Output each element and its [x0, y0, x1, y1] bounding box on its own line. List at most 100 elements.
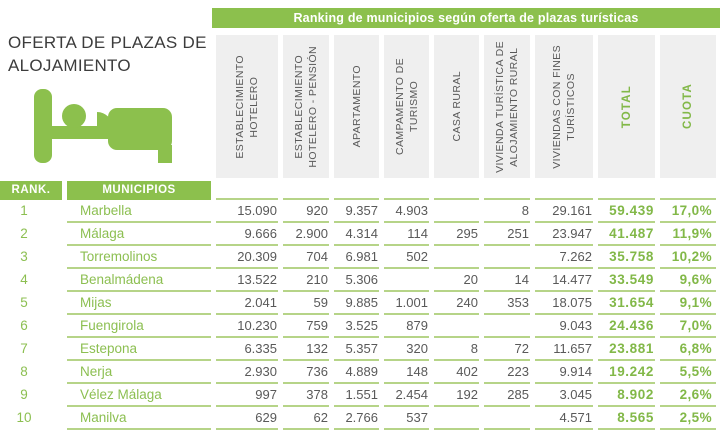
value-cell: 502 — [384, 246, 429, 269]
value-cell: 285 — [484, 384, 530, 407]
municipality-cell: Marbella — [67, 200, 211, 223]
value-cell: 72 — [484, 338, 530, 361]
column-header-label: TOTAL — [620, 84, 633, 129]
value-cell: 223 — [484, 361, 530, 384]
municipality-header: MUNICIPIOS — [67, 181, 211, 200]
value-cell: 62 — [283, 407, 329, 430]
column-header-label: CAMPAMENTO DE TURISMO — [393, 58, 420, 155]
rank-header: RANK. — [0, 181, 62, 200]
total-cell: 23.881 — [598, 338, 655, 361]
column-header-label: CUOTA — [682, 83, 694, 130]
cuota-cell: 9,1% — [660, 292, 716, 315]
value-cell: 240 — [434, 292, 479, 315]
value-cell: 295 — [434, 223, 479, 246]
cuota-cell: 2,6% — [660, 384, 716, 407]
header-underline — [535, 181, 593, 200]
value-cell: 192 — [434, 384, 479, 407]
ranking-table: Ranking de municipios según oferta de pl… — [0, 8, 720, 430]
municipality-cell: Málaga — [67, 223, 211, 246]
column-header-casa-rural: CASA RURAL — [434, 35, 479, 178]
rank-cell: 7 — [20, 341, 28, 356]
column-header-label: CASA RURAL — [450, 71, 463, 142]
total-cell: 19.242 — [598, 361, 655, 384]
value-cell: 759 — [283, 315, 329, 338]
value-cell: 13.522 — [216, 269, 278, 292]
value-cell: 353 — [484, 292, 530, 315]
cuota-cell: 10,2% — [660, 246, 716, 269]
value-cell: 537 — [384, 407, 429, 430]
value-cell: 378 — [283, 384, 329, 407]
value-cell: 320 — [384, 338, 429, 361]
header-underline — [598, 181, 655, 200]
value-cell — [434, 246, 479, 269]
value-cell: 920 — [283, 200, 329, 223]
value-cell: 6.981 — [334, 246, 379, 269]
value-cell: 10.230 — [216, 315, 278, 338]
column-header-label: VIVIENDAS CON FINES TURÍSTICOS — [551, 44, 577, 169]
value-cell: 7.262 — [535, 246, 593, 269]
column-header-establecimiento-hotelero: ESTABLECIMIENTO HOTELERO — [216, 35, 278, 178]
column-header-vivienda-turistica-alojamiento-rural: VIVIENDA TURÍSTICA DE ALOJAMIENTO RURAL — [484, 35, 530, 178]
municipality-cell: Benalmádena — [67, 269, 211, 292]
value-cell: 5.357 — [334, 338, 379, 361]
value-cell: 6.335 — [216, 338, 278, 361]
header-underline — [283, 181, 329, 200]
value-cell: 736 — [283, 361, 329, 384]
value-cell — [484, 315, 530, 338]
value-cell: 2.766 — [334, 407, 379, 430]
bed-body — [108, 108, 172, 150]
total-cell: 31.654 — [598, 292, 655, 315]
cuota-cell: 17,0% — [660, 200, 716, 223]
value-cell: 14.477 — [535, 269, 593, 292]
value-cell: 14 — [484, 269, 530, 292]
value-cell: 114 — [384, 223, 429, 246]
value-cell: 251 — [484, 223, 530, 246]
header-underline — [216, 181, 278, 200]
value-cell: 2.041 — [216, 292, 278, 315]
column-header-label: VIVIENDA TURÍSTICA DE ALOJAMIENTO RURAL — [494, 40, 520, 173]
column-header-cuota: CUOTA — [660, 35, 716, 178]
value-cell: 8 — [484, 200, 530, 223]
header-underline — [660, 181, 716, 200]
bed-mattress — [38, 126, 112, 139]
value-cell: 2.454 — [384, 384, 429, 407]
value-cell: 4.903 — [384, 200, 429, 223]
municipality-cell: Manilva — [67, 407, 211, 430]
value-cell: 132 — [283, 338, 329, 361]
value-cell: 20.309 — [216, 246, 278, 269]
header-underline — [484, 181, 530, 200]
total-cell: 59.439 — [598, 200, 655, 223]
municipality-cell: Vélez Málaga — [67, 384, 211, 407]
value-cell: 1.001 — [384, 292, 429, 315]
cuota-cell: 2,5% — [660, 407, 716, 430]
value-cell: 9.914 — [535, 361, 593, 384]
value-cell: 704 — [283, 246, 329, 269]
value-cell: 4.314 — [334, 223, 379, 246]
column-header-label: ESTABLECIMIENTO HOTELERO - PENSIÓN — [293, 45, 319, 168]
municipality-cell: Estepona — [67, 338, 211, 361]
value-cell: 3.525 — [334, 315, 379, 338]
value-cell: 23.947 — [535, 223, 593, 246]
value-cell: 4.889 — [334, 361, 379, 384]
rank-cell: 9 — [20, 387, 28, 402]
column-header-label: ESTABLECIMIENTO HOTELERO — [234, 54, 260, 159]
rank-cell: 3 — [20, 249, 28, 264]
value-cell: 11.657 — [535, 338, 593, 361]
total-cell: 8.565 — [598, 407, 655, 430]
value-cell: 9.885 — [334, 292, 379, 315]
value-cell: 9.043 — [535, 315, 593, 338]
cuota-cell: 7,0% — [660, 315, 716, 338]
cuota-cell: 9,6% — [660, 269, 716, 292]
cuota-cell: 5,5% — [660, 361, 716, 384]
cuota-cell: 6,8% — [660, 338, 716, 361]
municipality-cell: Mijas — [67, 292, 211, 315]
value-cell — [384, 269, 429, 292]
value-cell: 5.306 — [334, 269, 379, 292]
value-cell: 20 — [434, 269, 479, 292]
value-cell — [434, 407, 479, 430]
value-cell: 9.357 — [334, 200, 379, 223]
total-cell: 24.436 — [598, 315, 655, 338]
column-header-viviendas-con-fines-turisticos: VIVIENDAS CON FINES TURÍSTICOS — [535, 35, 593, 178]
table-title: Ranking de municipios según oferta de pl… — [212, 8, 720, 28]
value-cell: 3.045 — [535, 384, 593, 407]
